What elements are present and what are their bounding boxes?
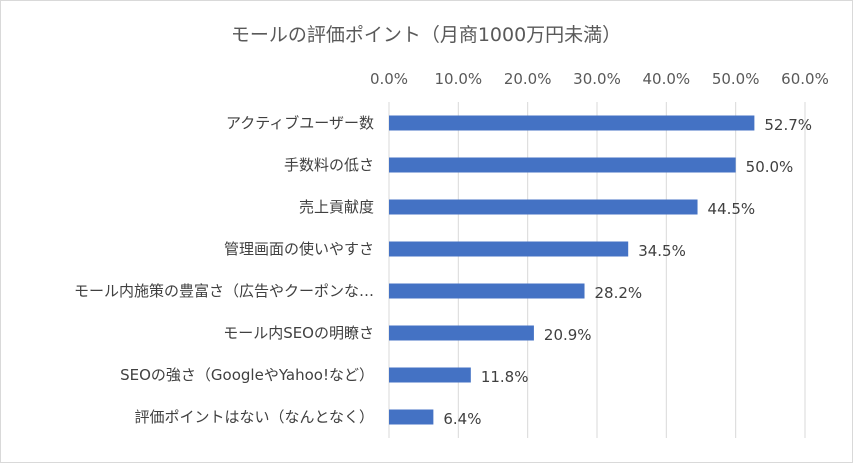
category-label: 管理画面の使いやすさ: [224, 240, 374, 258]
data-label: 44.5%: [708, 200, 756, 218]
x-tick-label: 0.0%: [370, 70, 408, 88]
data-label: 28.2%: [595, 284, 643, 302]
data-label: 34.5%: [638, 242, 686, 260]
data-label: 20.9%: [544, 326, 592, 344]
category-label: 売上貢献度: [299, 198, 374, 216]
x-tick-label: 30.0%: [573, 70, 621, 88]
chart-title: モールの評価ポイント（月商1000万円未満）: [231, 24, 621, 46]
x-tick-label: 40.0%: [643, 70, 691, 88]
bar: [389, 199, 698, 215]
data-label: 52.7%: [764, 116, 812, 134]
bar: [389, 325, 534, 341]
bar: [389, 157, 736, 173]
bar: [389, 115, 755, 131]
category-label: アクティブユーザー数: [226, 114, 374, 132]
data-label: 11.8%: [481, 368, 529, 386]
bar: [389, 367, 471, 383]
bar: [389, 283, 585, 299]
category-label: 評価ポイントはない（なんとなく）: [134, 408, 374, 426]
bar: [389, 409, 434, 425]
x-tick-label: 50.0%: [712, 70, 760, 88]
data-label: 50.0%: [746, 158, 794, 176]
category-label: 手数料の低さ: [284, 156, 374, 174]
x-tick-label: 60.0%: [781, 70, 829, 88]
data-label: 6.4%: [443, 410, 481, 428]
x-tick-label: 10.0%: [435, 70, 483, 88]
category-label: モール内施策の豊富さ（広告やクーポンな…: [74, 282, 374, 300]
category-label: モール内SEOの明瞭さ: [223, 324, 374, 342]
x-tick-label: 20.0%: [504, 70, 552, 88]
bar: [389, 241, 629, 257]
category-label: SEOの強さ（GoogleやYahoo!など）: [120, 366, 374, 384]
